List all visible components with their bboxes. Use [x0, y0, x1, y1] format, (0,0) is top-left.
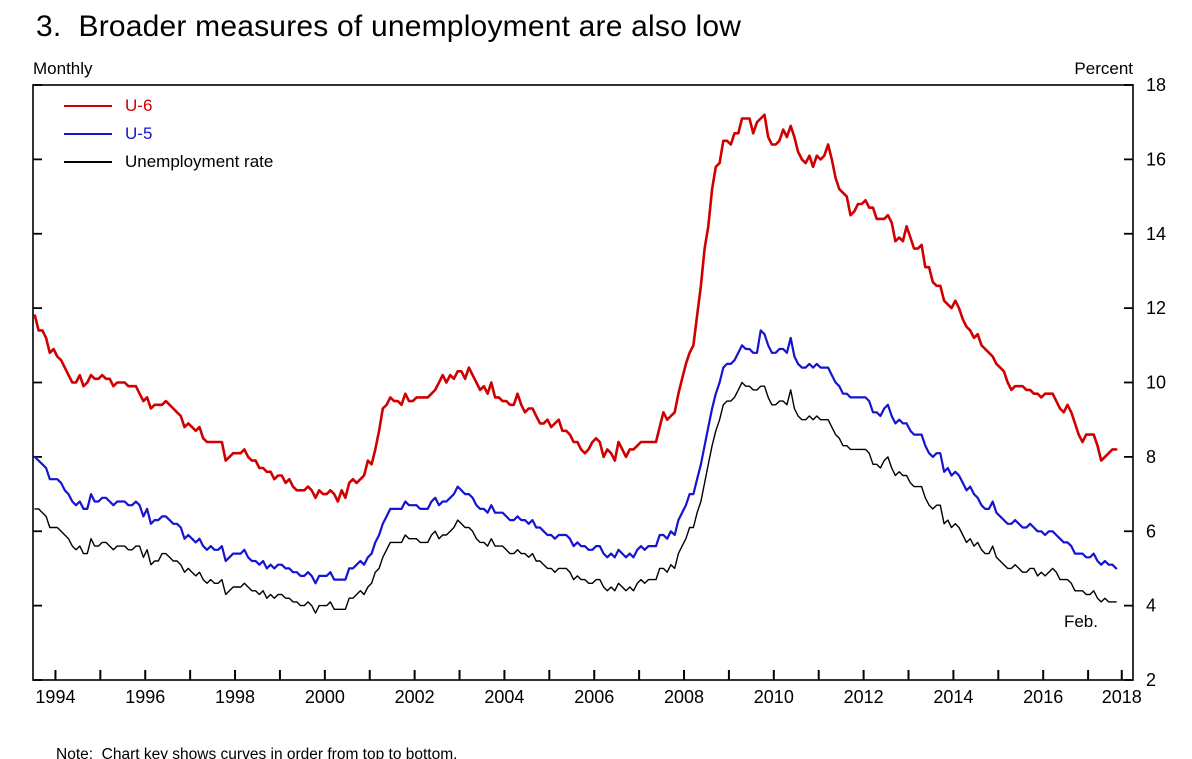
- legend-item-u6: U-6: [64, 92, 273, 120]
- svg-text:1994: 1994: [35, 687, 75, 707]
- svg-text:2000: 2000: [305, 687, 345, 707]
- svg-text:2006: 2006: [574, 687, 614, 707]
- svg-text:18: 18: [1146, 75, 1166, 95]
- unit-label: Percent: [1074, 59, 1133, 78]
- svg-text:1996: 1996: [125, 687, 165, 707]
- svg-text:2008: 2008: [664, 687, 704, 707]
- svg-text:2018: 2018: [1102, 687, 1142, 707]
- last-observation-label: Feb.: [1063, 612, 1098, 631]
- svg-text:2016: 2016: [1023, 687, 1063, 707]
- svg-text:2002: 2002: [395, 687, 435, 707]
- svg-text:2010: 2010: [754, 687, 794, 707]
- svg-text:10: 10: [1146, 373, 1166, 393]
- svg-text:4: 4: [1146, 596, 1156, 616]
- svg-text:1998: 1998: [215, 687, 255, 707]
- chart-notes: Note: Chart key shows curves in order fr…: [56, 707, 484, 759]
- svg-text:2014: 2014: [933, 687, 973, 707]
- legend-line-u5: [64, 132, 112, 136]
- legend-label-unemployment-rate: Unemployment rate: [125, 152, 274, 171]
- svg-text:2004: 2004: [484, 687, 524, 707]
- svg-text:2012: 2012: [844, 687, 884, 707]
- legend-line-unemployment-rate: [64, 161, 112, 163]
- svg-text:16: 16: [1146, 149, 1166, 169]
- svg-text:8: 8: [1146, 447, 1156, 467]
- svg-text:14: 14: [1146, 224, 1166, 244]
- legend-label-u5: U-5: [125, 124, 153, 143]
- chart-legend: U-6 U-5 Unemployment rate: [64, 92, 273, 176]
- legend-label-u6: U-6: [125, 96, 153, 115]
- frequency-label: Monthly: [33, 59, 93, 78]
- chart-title: 3. Broader measures of unemployment are …: [36, 10, 742, 43]
- svg-text:12: 12: [1146, 298, 1166, 318]
- svg-text:2: 2: [1146, 670, 1156, 690]
- svg-text:6: 6: [1146, 521, 1156, 541]
- legend-line-u6: [64, 104, 112, 108]
- legend-item-u5: U-5: [64, 120, 273, 148]
- legend-item-unemployment-rate: Unemployment rate: [64, 148, 273, 176]
- chart-note: Note: Chart key shows curves in order fr…: [56, 746, 458, 759]
